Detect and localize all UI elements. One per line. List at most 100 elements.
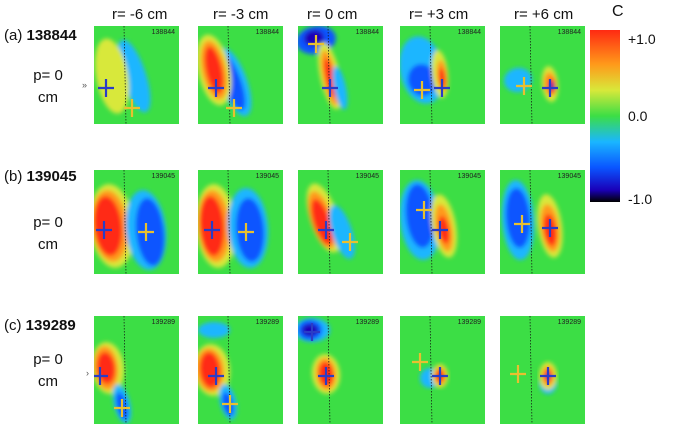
- yellow-crosshair-marker: [138, 223, 154, 241]
- blue-crosshair-marker: [94, 367, 108, 385]
- correlation-map: [500, 26, 585, 124]
- panel-shot-number: 138844: [457, 29, 481, 36]
- blue-crosshair-marker: [318, 367, 334, 385]
- correlation-panel-row1-col4: 138844: [400, 26, 485, 124]
- correlation-map: [94, 316, 179, 424]
- blue-crosshair-marker: [98, 79, 114, 97]
- blue-crosshair-marker: [208, 79, 224, 97]
- correlation-blob: [438, 68, 446, 88]
- yellow-crosshair-marker: [414, 81, 430, 99]
- p-label-c: p= 0 cm: [22, 349, 74, 393]
- panel-shot-number: 138844: [151, 29, 175, 36]
- blue-crosshair-marker: [432, 221, 448, 239]
- yellow-crosshair-marker: [514, 215, 530, 233]
- correlation-blob: [304, 29, 324, 47]
- correlation-blob: [94, 196, 123, 256]
- dashed-reference-line: [327, 170, 331, 274]
- yellow-crosshair-marker: [124, 99, 140, 117]
- dashed-reference-line: [327, 316, 331, 424]
- correlation-map: [500, 170, 585, 274]
- correlation-blob: [505, 188, 531, 248]
- correlation-map: [198, 26, 283, 124]
- correlation-panel-row2-col4: 139045: [400, 170, 485, 274]
- colorbar-gradient: [590, 30, 620, 202]
- row-prefix-b: (b): [4, 168, 27, 185]
- correlation-panel-row3-col2: 139289: [198, 316, 283, 424]
- colorbar-tick-max: +1.0: [628, 31, 656, 47]
- blue-crosshair-marker: [542, 219, 558, 237]
- panel-shot-number: 139289: [457, 319, 481, 326]
- column-header-r-plus-3: r= +3 cm: [409, 6, 469, 23]
- yellow-crosshair-marker: [516, 77, 532, 95]
- panel-shot-number: 139045: [355, 173, 379, 180]
- correlation-blob: [204, 46, 224, 94]
- p-label-a: p= 0 cm: [22, 65, 74, 109]
- row-label-c: (c) 139289: [4, 317, 76, 334]
- p-label-b-line1: p= 0: [33, 214, 63, 231]
- row-label-b: (b) 139045: [4, 168, 77, 185]
- shot-number-a: 138844: [26, 27, 77, 44]
- correlation-map: [400, 26, 485, 124]
- yellow-crosshair-marker: [412, 353, 428, 371]
- correlation-panel-row3-col1: 139289: [94, 316, 179, 424]
- column-header-r-0: r= 0 cm: [307, 6, 358, 23]
- panel-shot-number: 138844: [557, 29, 581, 36]
- column-header-r-plus-6: r= +6 cm: [514, 6, 574, 23]
- correlation-panel-row2-col1: 139045: [94, 170, 179, 274]
- row-prefix-a: (a): [4, 27, 27, 44]
- yellow-crosshair-marker: [238, 223, 254, 241]
- row-prefix-c: (c): [4, 317, 26, 334]
- dashed-reference-line: [429, 26, 433, 124]
- yellow-crosshair-marker: [222, 395, 238, 413]
- correlation-blob: [94, 38, 130, 114]
- panel-shot-number: 139045: [457, 173, 481, 180]
- shot-number-b: 139045: [26, 168, 77, 185]
- correlation-map: [298, 170, 383, 274]
- p-label-c-line1: p= 0: [33, 351, 63, 368]
- correlation-blob: [407, 64, 437, 96]
- panel-shot-number: 139045: [151, 173, 175, 180]
- blue-crosshair-marker: [434, 79, 450, 97]
- p-label-a-line2: cm: [38, 89, 58, 106]
- blue-crosshair-marker: [322, 79, 338, 97]
- yellow-crosshair-marker: [114, 399, 130, 417]
- correlation-map: [400, 170, 485, 274]
- panel-shot-number: 139289: [355, 319, 379, 326]
- correlation-blob: [235, 198, 265, 262]
- correlation-map: [400, 316, 485, 424]
- column-header-r-minus-6: r= -6 cm: [112, 6, 168, 23]
- yellow-crosshair-marker: [510, 365, 526, 383]
- colorbar-tick-zero: 0.0: [628, 108, 648, 124]
- shot-number-c: 139289: [25, 317, 76, 334]
- row-label-a: (a) 138844: [4, 27, 77, 44]
- p-label-c-line2: cm: [38, 373, 58, 390]
- correlation-panel-row3-col5: 139289: [500, 316, 585, 424]
- colorbar: [590, 30, 620, 202]
- dashed-reference-line: [123, 170, 127, 274]
- correlation-panel-row3-col3: 139289: [298, 316, 383, 424]
- yellow-crosshair-marker: [342, 233, 358, 251]
- correlation-map: [94, 170, 179, 274]
- panel-shot-number: 138844: [255, 29, 279, 36]
- blue-crosshair-marker: [204, 221, 220, 239]
- dashed-reference-line: [123, 316, 127, 424]
- dashed-reference-line: [529, 170, 533, 274]
- correlation-panel-row1-col5: 138844: [500, 26, 585, 124]
- correlation-map: [94, 26, 179, 124]
- panel-shot-number: 139289: [557, 319, 581, 326]
- dashed-reference-line: [429, 170, 433, 274]
- blue-crosshair-marker: [540, 367, 556, 385]
- correlation-blob: [332, 66, 348, 110]
- correlation-blob: [329, 205, 355, 259]
- p-label-a-line1: p= 0: [33, 67, 63, 84]
- blue-crosshair-marker: [304, 323, 320, 341]
- correlation-panel-row2-col3: 139045: [298, 170, 383, 274]
- colorbar-tick-min: -1.0: [628, 191, 653, 207]
- p-label-b-line2: cm: [38, 236, 58, 253]
- correlation-blob: [117, 39, 151, 113]
- correlation-map: [198, 170, 283, 274]
- dashed-reference-line: [227, 170, 231, 274]
- correlation-map: [298, 26, 383, 124]
- panel-shot-number: 139045: [557, 173, 581, 180]
- blue-crosshair-marker: [96, 221, 112, 239]
